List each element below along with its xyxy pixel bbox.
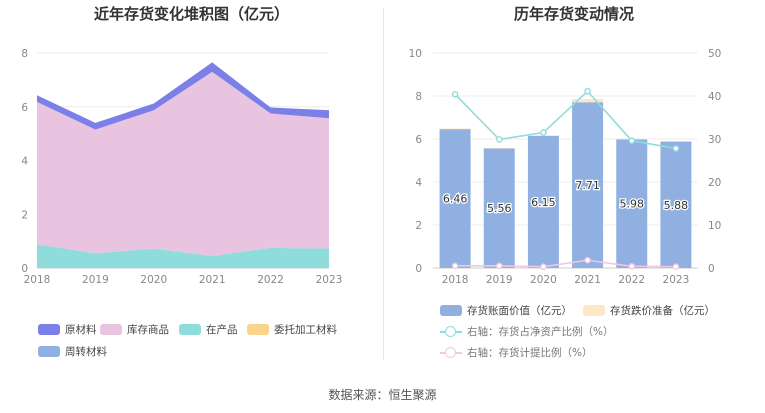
series-point [451,262,459,270]
legend-item: 原材料 [38,322,97,337]
bar-provision [439,128,471,130]
bar-book-value [527,135,559,268]
chart-title: 历年存货变动情况 [513,5,634,23]
x-tick-label: 2021 [574,274,601,286]
y-tick-label: 0 [21,263,28,275]
inventory-bar-panel: 历年存货变动情况 0 2 4 6 8 10 0 10 20 30 40 50 2018 2019 2020 2… [383,0,765,370]
y2-tick-label: 50 [708,48,721,60]
inventory-bar-chart: 0 2 4 6 8 10 0 10 20 30 40 50 2018 2019 2020 2021 2022 20… [409,48,722,286]
y-tick-label: 10 [409,48,422,60]
y2-tick-label: 0 [708,263,715,275]
series-point [628,137,636,145]
legend-swatch [440,305,462,316]
legend-label: 存货账面价值（亿元） [467,305,572,317]
legend-item: 存货账面价值（亿元） [440,303,572,318]
legend-item: 委托加工材料 [247,322,337,337]
x-tick-label: 2022 [257,274,284,286]
y-tick-label: 6 [415,134,422,146]
legend-label: 委托加工材料 [274,324,337,336]
legend-item: 右轴：存货计提比例（%） [440,345,592,360]
x-tick-label: 2023 [316,274,343,286]
bar-provision [572,99,604,103]
series-point [451,90,459,98]
legend-swatch [179,324,201,335]
legend-label: 右轴：存货计提比例（%） [467,347,593,359]
series-point [584,87,591,95]
legend-label: 存货跌价准备（亿元） [610,305,715,317]
x-tick-label: 2019 [486,274,513,286]
chart-title: 近年存货变化堆积图（亿元） [93,5,289,23]
legend-label: 周转材料 [65,346,107,358]
series-point [540,263,547,271]
x-tick-label: 2022 [618,274,645,286]
area-库存商品 [37,71,329,256]
bar-value-label: 5.56 [487,202,512,215]
legend-swatch [38,324,60,335]
y-tick-label: 0 [415,263,422,275]
bar-book-value [439,129,471,268]
legend-swatch [247,324,269,335]
bar-value-label: 7.71 [575,179,600,192]
series-point [540,129,547,136]
legend-label: 原材料 [65,324,97,336]
legend-item: 在产品 [179,322,238,337]
x-tick-label: 2021 [199,274,226,286]
bar-book-value [616,139,648,268]
stacked-area-chart: 0 2 4 6 8 2018 2019 2020 2021 2022 2023 [21,48,343,286]
bar-value-label: 6.15 [531,196,556,209]
y-tick-label: 6 [21,102,28,114]
series-line [455,259,676,268]
y-tick-label: 2 [415,220,422,232]
legend-label: 在产品 [206,324,238,336]
area-在产品 [37,244,329,268]
x-tick-label: 2018 [442,274,469,286]
bar-value-label: 6.46 [443,193,468,206]
panel-divider [383,8,384,360]
y2-tick-label: 20 [708,177,721,189]
y-tick-label: 8 [415,91,422,103]
y-tick-label: 4 [415,177,422,189]
legend-item: 库存商品 [100,322,169,337]
bar-book-value [572,102,604,268]
bar-value-label: 5.98 [620,198,645,211]
y2-tick-label: 40 [708,91,721,103]
y2-tick-label: 30 [708,134,721,146]
bar-book-value [660,141,692,268]
series-point [672,263,680,271]
series-point [672,145,680,152]
x-tick-label: 2018 [24,274,51,286]
legend-item: 存货跌价准备（亿元） [583,303,715,318]
x-tick-label: 2023 [663,274,690,286]
legend-item: 右轴：存货占净资产比例（%） [440,324,613,339]
legend-swatch [38,346,60,357]
x-tick-label: 2020 [530,274,557,286]
legend-swatch [440,347,462,358]
data-source: 数据来源：恒生聚源 [328,388,437,402]
bar-book-value [483,148,515,268]
y-tick-label: 2 [21,209,28,221]
legend-swatch [583,305,605,316]
legend-label: 库存商品 [127,324,169,336]
bar-value-label: 5.88 [664,199,689,212]
series-line [454,90,677,150]
series-point [495,262,503,270]
x-tick-label: 2019 [82,274,109,286]
x-tick-label: 2020 [140,274,167,286]
legend-swatch [100,324,122,335]
series-point [628,262,636,270]
series-point [584,256,591,264]
y-tick-label: 8 [21,48,28,60]
legend-item: 周转材料 [38,344,107,359]
legend-swatch [440,326,462,337]
y2-tick-label: 10 [708,220,721,232]
y-tick-label: 4 [21,156,28,168]
legend-label: 右轴：存货占净资产比例（%） [467,326,614,338]
series-point [495,136,503,143]
stacked-area-panel: 近年存货变化堆积图（亿元） 0 2 4 6 8 2018 2019 2020 2021 2022 2… [0,0,383,370]
